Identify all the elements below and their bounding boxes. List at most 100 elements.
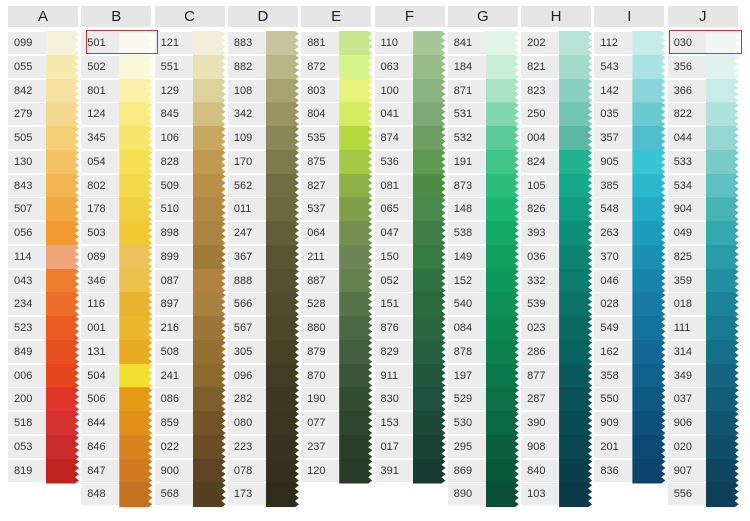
color-code: 120 bbox=[301, 459, 342, 482]
color-code: 035 bbox=[594, 103, 635, 126]
color-code: 887 bbox=[301, 269, 342, 292]
swatch bbox=[265, 244, 299, 270]
color-code: 562 bbox=[227, 174, 268, 197]
swatch bbox=[412, 149, 446, 175]
swatch bbox=[632, 221, 666, 246]
color-code: 531 bbox=[447, 103, 488, 126]
color-code: 535 bbox=[301, 127, 342, 149]
swatch bbox=[119, 31, 153, 56]
swatch bbox=[705, 363, 739, 389]
color-code: 846 bbox=[81, 435, 122, 458]
color-code: 568 bbox=[154, 483, 195, 506]
color-code: 055 bbox=[8, 55, 48, 78]
color-code: 109 bbox=[227, 127, 268, 149]
color-code: 356 bbox=[667, 55, 708, 78]
swatch bbox=[119, 126, 153, 151]
color-code: 842 bbox=[8, 79, 48, 102]
swatch bbox=[46, 387, 79, 413]
color-code: 216 bbox=[154, 317, 195, 339]
color-code: 052 bbox=[374, 269, 415, 292]
swatch bbox=[339, 244, 373, 270]
swatch bbox=[632, 458, 666, 484]
swatch bbox=[705, 434, 739, 460]
color-code: 081 bbox=[374, 174, 415, 197]
swatch bbox=[559, 316, 593, 341]
color-code: 538 bbox=[447, 222, 488, 244]
swatch bbox=[705, 31, 739, 56]
color-code: 046 bbox=[594, 269, 635, 292]
swatch bbox=[119, 78, 153, 104]
swatch bbox=[339, 316, 373, 341]
swatch bbox=[412, 458, 446, 484]
color-code: 151 bbox=[374, 293, 415, 316]
color-code: 844 bbox=[81, 412, 122, 434]
color-code: 345 bbox=[81, 127, 122, 149]
column-header: H bbox=[521, 6, 592, 27]
color-code: 178 bbox=[81, 198, 122, 221]
swatch bbox=[485, 316, 519, 341]
swatch bbox=[705, 221, 739, 246]
color-code: 829 bbox=[374, 340, 415, 363]
swatch bbox=[559, 173, 593, 199]
swatch bbox=[192, 173, 226, 199]
swatch bbox=[46, 411, 79, 436]
swatch bbox=[339, 126, 373, 151]
swatch bbox=[46, 221, 79, 246]
swatch bbox=[192, 482, 226, 508]
color-code: 184 bbox=[447, 55, 488, 78]
swatch bbox=[485, 411, 519, 436]
color-code: 366 bbox=[667, 79, 708, 102]
color-code: 054 bbox=[81, 150, 122, 173]
color-code: 848 bbox=[81, 483, 122, 506]
color-code: 908 bbox=[521, 435, 562, 458]
swatch bbox=[412, 54, 446, 80]
swatch bbox=[192, 339, 226, 365]
swatch bbox=[632, 411, 666, 436]
swatch bbox=[265, 126, 299, 151]
color-code: 223 bbox=[227, 435, 268, 458]
color-code: 247 bbox=[227, 222, 268, 244]
column-header: D bbox=[227, 6, 298, 27]
color-code: 006 bbox=[8, 364, 48, 387]
color-code: 099 bbox=[8, 32, 48, 54]
swatch bbox=[192, 31, 226, 56]
swatch bbox=[559, 126, 593, 151]
swatch bbox=[119, 197, 153, 223]
swatch bbox=[265, 197, 299, 223]
swatch bbox=[559, 458, 593, 484]
color-code: 234 bbox=[8, 293, 48, 316]
swatch bbox=[485, 339, 519, 365]
color-code: 821 bbox=[521, 55, 562, 78]
color-code: 879 bbox=[301, 340, 342, 363]
color-code: 503 bbox=[81, 222, 122, 244]
swatch bbox=[265, 292, 299, 318]
color-code: 129 bbox=[154, 79, 195, 102]
color-code: 084 bbox=[447, 317, 488, 339]
swatch bbox=[192, 316, 226, 341]
swatch bbox=[339, 31, 373, 56]
swatch bbox=[632, 149, 666, 175]
swatch bbox=[559, 339, 593, 365]
color-code: 828 bbox=[154, 150, 195, 173]
color-code: 827 bbox=[301, 174, 342, 197]
color-code: 504 bbox=[81, 364, 122, 387]
color-code: 502 bbox=[81, 55, 122, 78]
swatch bbox=[559, 31, 593, 56]
color-code: 049 bbox=[667, 222, 708, 244]
column-header: E bbox=[301, 6, 372, 27]
color-code: 162 bbox=[594, 340, 635, 363]
swatch bbox=[412, 363, 446, 389]
swatch bbox=[485, 482, 519, 508]
swatch bbox=[485, 221, 519, 246]
color-code: 065 bbox=[374, 198, 415, 221]
color-code: 523 bbox=[8, 317, 48, 339]
swatch bbox=[192, 197, 226, 223]
color-code: 549 bbox=[594, 317, 635, 339]
swatch bbox=[119, 173, 153, 199]
color-code: 543 bbox=[594, 55, 635, 78]
color-code: 080 bbox=[227, 412, 268, 434]
color-code: 250 bbox=[521, 103, 562, 126]
swatch bbox=[632, 434, 666, 460]
color-code: 881 bbox=[301, 32, 342, 54]
color-code: 286 bbox=[521, 340, 562, 363]
